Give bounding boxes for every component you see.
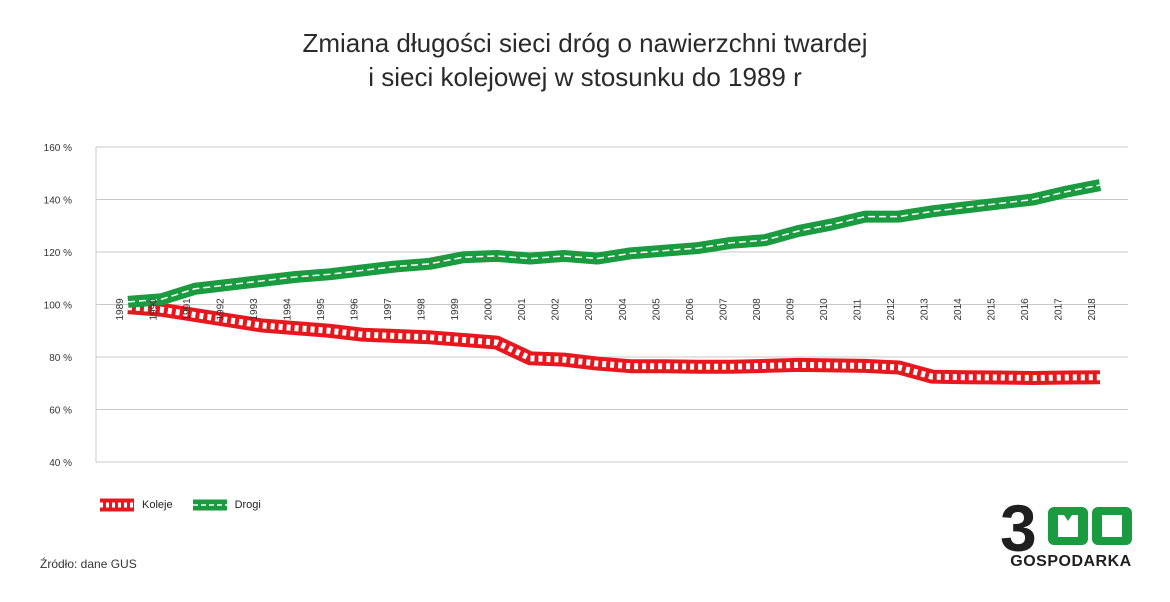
- x-tick-label: 1989: [115, 298, 126, 321]
- x-tick-label: 2000: [484, 298, 495, 321]
- logo-digit-three: 3: [1000, 493, 1037, 565]
- x-tick-label: 1990: [149, 298, 160, 321]
- series-line-dashes: [127, 184, 1101, 303]
- x-tick-label: 2008: [752, 298, 763, 321]
- logo-zero-icon: [1092, 507, 1132, 545]
- x-tick-label: 1994: [283, 298, 294, 321]
- x-tick-label: 2012: [886, 298, 897, 321]
- x-tick-label: 2014: [953, 298, 964, 321]
- y-tick-label: 120 %: [44, 248, 72, 259]
- x-tick-label: 2013: [919, 298, 930, 321]
- x-tick-label: 1995: [316, 298, 327, 321]
- rail-swatch-icon: [100, 498, 134, 512]
- x-tick-label: 2011: [852, 299, 863, 321]
- x-tick-label: 2016: [1020, 298, 1031, 321]
- y-tick-label: 100 %: [44, 301, 72, 312]
- x-axis-ticks: 1989 1990 1991 1992 1993 1994 1995 1996 1997 1998…: [115, 298, 1098, 321]
- x-tick-label: 1998: [417, 298, 428, 321]
- logo-300-icon: 3: [1000, 493, 1132, 565]
- series-koleje: [127, 300, 1101, 385]
- x-tick-label: 1991: [182, 298, 193, 321]
- chart-title-line-1: Zmiana długości sieci dróg o nawierzchni…: [302, 28, 868, 58]
- series-line: [127, 179, 1102, 308]
- road-swatch-icon: [192, 499, 227, 511]
- y-tick-label: 160 %: [44, 143, 72, 154]
- x-tick-label: 1999: [450, 298, 461, 321]
- x-tick-label: 2003: [584, 298, 595, 321]
- y-tick-label: 60 %: [49, 406, 72, 417]
- x-tick-label: 2002: [551, 298, 562, 321]
- x-tick-label: 2015: [986, 298, 997, 321]
- x-tick-label: 2007: [718, 298, 729, 321]
- logo-wordmark: GOSPODARKA: [1010, 553, 1132, 570]
- series-line-sleepers: [127, 304, 1101, 381]
- chart-legend: Koleje Drogi: [98, 497, 279, 513]
- logo-zero-shield-icon: [1048, 507, 1088, 545]
- x-tick-label: 2004: [618, 298, 629, 321]
- legend-label-drogi: Drogi: [234, 499, 261, 511]
- y-tick-label: 80 %: [49, 353, 72, 364]
- x-tick-label: 1992: [216, 298, 227, 321]
- x-tick-label: 2006: [685, 298, 696, 321]
- source-note: Źródło: dane GUS: [40, 557, 137, 571]
- x-tick-label: 2001: [517, 298, 528, 321]
- x-tick-label: 1996: [350, 298, 361, 321]
- legend-item-koleje: Koleje: [98, 497, 173, 513]
- series-drogi: [127, 179, 1102, 308]
- x-tick-label: 1997: [383, 298, 394, 321]
- x-tick-label: 2018: [1087, 298, 1098, 321]
- x-tick-label: 1993: [249, 298, 260, 321]
- chart-title: Zmiana długości sieci dróg o nawierzchni…: [0, 26, 1170, 94]
- x-tick-label: 2017: [1053, 298, 1064, 321]
- x-tick-label: 2009: [785, 298, 796, 321]
- legend-item-drogi: Drogi: [191, 497, 261, 513]
- legend-label-koleje: Koleje: [142, 499, 173, 511]
- series-layer: [127, 179, 1102, 385]
- y-tick-label: 140 %: [44, 196, 72, 207]
- x-tick-label: 2010: [819, 298, 830, 321]
- x-tick-label: 2005: [651, 298, 662, 321]
- y-tick-label: 40 %: [49, 458, 72, 469]
- y-axis-ticks: 160 % 140 % 120 % 100 % 80 % 60 % 40 %: [44, 143, 72, 469]
- chart-title-line-2: i sieci kolejowej w stosunku do 1989 r: [368, 62, 802, 92]
